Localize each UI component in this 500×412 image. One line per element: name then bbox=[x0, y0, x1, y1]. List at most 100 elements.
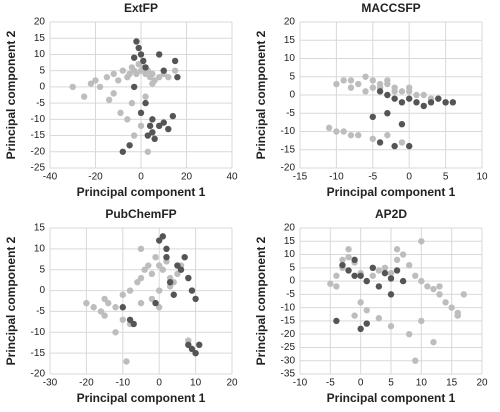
scatter-point bbox=[345, 254, 352, 261]
scatter-point bbox=[171, 67, 179, 74]
panel-title: MACCSFP bbox=[361, 1, 420, 15]
y-tick-label: 10 bbox=[284, 53, 296, 64]
scatter-point bbox=[436, 283, 443, 290]
x-axis-label: Principal component 1 bbox=[327, 185, 456, 199]
scatter-point bbox=[149, 70, 156, 78]
scatter-point bbox=[436, 291, 443, 298]
y-tick-label: -10 bbox=[281, 126, 296, 137]
scatter-point bbox=[387, 291, 395, 298]
scatter-point bbox=[92, 77, 99, 84]
scatter-point bbox=[398, 139, 406, 146]
scatter-point bbox=[362, 73, 369, 80]
scatter-point bbox=[137, 109, 145, 117]
scatter-point bbox=[177, 266, 185, 273]
x-tick-label: -5 bbox=[326, 378, 335, 389]
scatter-point bbox=[192, 295, 199, 303]
scatter-point bbox=[369, 135, 376, 142]
scatter-point bbox=[174, 262, 181, 269]
scatter-point bbox=[163, 254, 170, 261]
scatter-point bbox=[406, 95, 413, 102]
scatter-point bbox=[156, 237, 163, 244]
y-tick-label: -15 bbox=[281, 316, 296, 327]
scatter-point bbox=[137, 122, 145, 130]
y-tick-label: 20 bbox=[34, 17, 46, 28]
x-tick-label: -10 bbox=[116, 378, 131, 389]
scatter-point bbox=[369, 113, 376, 121]
scatter-point bbox=[413, 99, 420, 106]
scatter-point bbox=[134, 279, 141, 286]
scatter-point bbox=[339, 256, 346, 264]
scatter-point bbox=[454, 312, 461, 319]
scatter-point bbox=[103, 73, 111, 81]
scatter-point bbox=[430, 338, 437, 346]
x-tick-label: -15 bbox=[293, 172, 308, 183]
y-tick-label: -30 bbox=[281, 355, 296, 366]
scatter-point bbox=[142, 64, 149, 71]
scatter-point bbox=[135, 44, 142, 52]
y-tick-label: -15 bbox=[31, 348, 46, 359]
scatter-point bbox=[181, 254, 188, 261]
scatter-point bbox=[141, 266, 148, 273]
scatter-point bbox=[156, 287, 163, 294]
y-tick-label: -10 bbox=[31, 327, 46, 338]
scatter-point bbox=[351, 312, 358, 319]
scatter-point bbox=[196, 341, 203, 348]
scatter-point bbox=[156, 304, 163, 311]
scatter-point bbox=[117, 109, 124, 117]
scatter-point bbox=[325, 124, 333, 132]
scatter-point bbox=[112, 304, 119, 311]
x-axis-label: Principal component 1 bbox=[77, 185, 206, 199]
scatter-point bbox=[345, 246, 352, 253]
scatter-point bbox=[424, 283, 431, 290]
x-tick-label: 0 bbox=[138, 172, 144, 183]
scatter-point bbox=[174, 73, 181, 81]
scatter-point bbox=[188, 345, 196, 353]
scatter-point bbox=[420, 102, 427, 110]
x-tick-label: 10 bbox=[416, 378, 428, 389]
scatter-point bbox=[442, 99, 449, 106]
scatter-point bbox=[460, 291, 467, 298]
scatter-point bbox=[126, 287, 134, 294]
scatter-point bbox=[363, 307, 370, 314]
scatter-point bbox=[159, 233, 167, 240]
x-axis-label: Principal component 1 bbox=[327, 391, 456, 405]
scatter-point bbox=[145, 262, 152, 269]
x-axis-label: Principal component 1 bbox=[77, 391, 206, 405]
y-tick-label: 10 bbox=[284, 249, 296, 260]
scatter-point bbox=[327, 280, 334, 287]
y-tick-label: -5 bbox=[36, 306, 45, 317]
scatter-point bbox=[412, 272, 419, 279]
scatter-point bbox=[333, 272, 340, 279]
y-tick-label: 5 bbox=[289, 71, 295, 82]
x-tick-label: 10 bbox=[190, 378, 202, 389]
scatter-point bbox=[148, 295, 156, 303]
scatter-point bbox=[169, 112, 177, 120]
scatter-point bbox=[406, 142, 413, 150]
y-tick-label: 15 bbox=[284, 236, 296, 247]
x-tick-label: 0 bbox=[156, 378, 162, 389]
scatter-point bbox=[156, 262, 163, 269]
x-tick-label: -20 bbox=[79, 378, 94, 389]
scatter-point bbox=[137, 274, 145, 282]
scatter-point bbox=[384, 80, 391, 88]
y-axis-label: Principal component 2 bbox=[254, 236, 268, 365]
scatter-point bbox=[174, 270, 181, 278]
x-tick-label: 0 bbox=[358, 378, 364, 389]
scatter-point bbox=[166, 279, 174, 286]
scatter-point bbox=[391, 95, 398, 102]
scatter-point bbox=[137, 299, 145, 307]
x-tick-label: 20 bbox=[226, 378, 238, 389]
y-tick-label: -20 bbox=[281, 163, 296, 174]
scatter-point bbox=[163, 245, 170, 253]
scatter-point bbox=[435, 95, 442, 102]
x-tick-label: -5 bbox=[368, 172, 377, 183]
scatter-point bbox=[412, 357, 419, 364]
scatter-point bbox=[351, 272, 358, 279]
scatter-point bbox=[126, 142, 133, 149]
scatter-point bbox=[369, 264, 376, 272]
scatter-point bbox=[430, 285, 437, 293]
scatter-point bbox=[369, 84, 376, 91]
scatter-point bbox=[170, 291, 177, 298]
scatter-point bbox=[126, 316, 134, 323]
